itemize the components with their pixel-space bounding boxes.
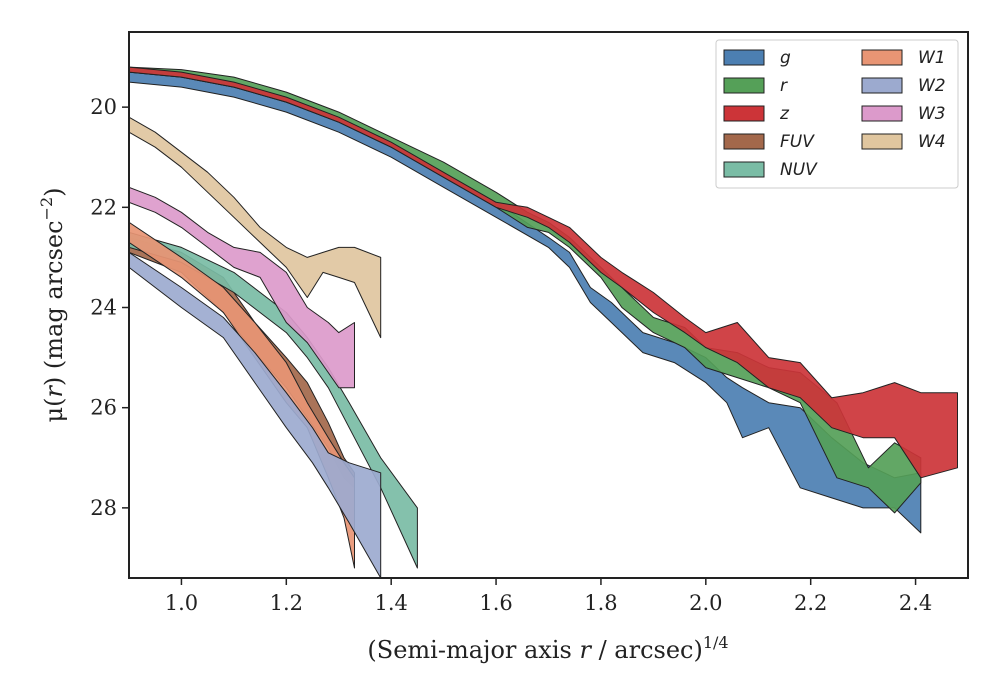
legend-swatch xyxy=(861,105,903,122)
x-tick-label: 1.2 xyxy=(270,591,303,615)
x-axis-ticks: 1.0 1.2 1.4 1.6 1.8 2.0 2.2 2.4 xyxy=(165,578,932,615)
legend-swatch xyxy=(723,49,765,66)
y-tick-label: 20 xyxy=(90,95,117,119)
y-axis-label: μ(r) (mag arcsec−2) xyxy=(37,187,68,422)
x-tick-label: 2.4 xyxy=(899,591,932,615)
legend-swatch xyxy=(723,161,765,178)
legend-item-nuv: NUV xyxy=(723,160,818,180)
legend-swatch xyxy=(861,77,903,94)
x-tick-label: 1.0 xyxy=(165,591,198,615)
x-tick-label: 1.8 xyxy=(584,591,617,615)
y-axis-ticks: 20 22 24 26 28 xyxy=(90,95,129,520)
x-axis-label: (Semi-major axis r / arcsec)1/4 xyxy=(367,633,728,664)
legend: grz FUV NUV W1 W2 W3 W4 xyxy=(715,39,959,189)
legend-label: z xyxy=(779,104,790,124)
legend-item-w3: W3 xyxy=(861,104,946,124)
band-w1 xyxy=(129,221,355,569)
legend-item-w1: W1 xyxy=(861,48,946,68)
legend-label: W3 xyxy=(918,104,946,124)
y-tick-label: 26 xyxy=(90,396,117,420)
legend-item-r: r xyxy=(723,76,788,96)
plot-frame xyxy=(128,31,969,579)
band-z xyxy=(129,66,958,479)
band-w4 xyxy=(129,116,382,339)
x-tick-label: 2.0 xyxy=(689,591,722,615)
legend-label: g xyxy=(780,48,791,68)
x-tick-label: 1.4 xyxy=(374,591,407,615)
band-w3 xyxy=(129,186,355,389)
legend-swatch xyxy=(723,133,765,150)
legend-swatch xyxy=(723,105,765,122)
legend-label: W2 xyxy=(918,76,946,96)
legend-label: r xyxy=(780,76,788,96)
legend-item-g: g xyxy=(723,48,791,68)
profile-bands xyxy=(129,66,958,578)
legend-swatch xyxy=(861,49,903,66)
legend-swatch xyxy=(723,77,765,94)
legend-item-fuv: FUV xyxy=(723,132,815,152)
x-tick-label: 1.6 xyxy=(479,591,512,615)
y-tick-label: 24 xyxy=(90,296,117,320)
legend-item-w4: W4 xyxy=(861,132,946,152)
legend-label: W1 xyxy=(918,48,946,68)
legend-label: NUV xyxy=(780,160,818,180)
band-w2 xyxy=(129,251,382,578)
legend-item-z: z xyxy=(723,104,790,124)
legend-item-w2: W2 xyxy=(861,76,946,96)
legend-swatch xyxy=(861,133,903,150)
legend-box xyxy=(715,39,959,189)
legend-label: FUV xyxy=(780,132,815,152)
legend-label: W4 xyxy=(918,132,946,152)
y-tick-label: 22 xyxy=(90,195,117,219)
x-tick-label: 2.2 xyxy=(794,591,827,615)
y-tick-label: 28 xyxy=(90,496,117,520)
